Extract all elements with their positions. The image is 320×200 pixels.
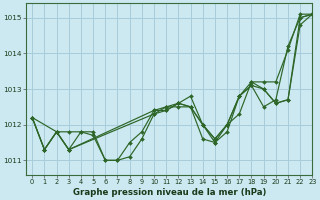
X-axis label: Graphe pression niveau de la mer (hPa): Graphe pression niveau de la mer (hPa)	[73, 188, 266, 197]
